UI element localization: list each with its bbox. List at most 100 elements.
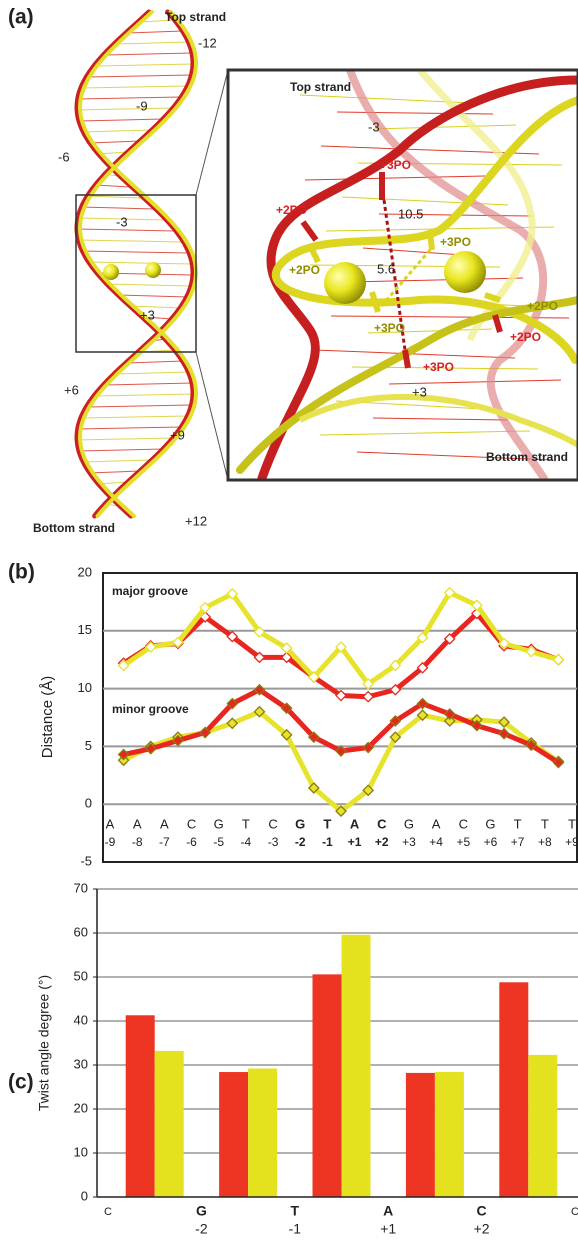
marker [226, 630, 239, 643]
marker [280, 642, 293, 655]
marker [280, 728, 293, 741]
position-label: -3 [116, 214, 128, 229]
base-pair [76, 437, 173, 441]
base-pair [87, 74, 192, 78]
x-tick-label: C [268, 816, 277, 831]
x-tick-label: -4 [241, 835, 252, 849]
marker [199, 726, 212, 739]
marker [416, 709, 429, 722]
marker [389, 683, 402, 696]
base-pair [76, 107, 173, 111]
base-pair [320, 145, 540, 155]
x-tick-label: -8 [132, 835, 143, 849]
x-tick-label: -5 [213, 835, 224, 849]
base-pair [105, 382, 192, 386]
x-tick-label: G [404, 816, 414, 831]
marker [525, 739, 538, 752]
annotation: major groove [112, 584, 188, 598]
base-pair [116, 41, 189, 45]
x-tick-label: +1 [348, 835, 362, 849]
marker [498, 637, 510, 650]
bar [219, 1072, 249, 1197]
x-tick-label: C [104, 1206, 112, 1218]
base-pair [128, 360, 183, 364]
marker [253, 705, 266, 718]
x-tick-label: -7 [159, 835, 170, 849]
base-pair [373, 124, 517, 130]
base-pair [357, 162, 563, 166]
base-pair [78, 448, 164, 452]
x-tick-label: T [568, 816, 576, 831]
y-tick-label: 0 [85, 796, 92, 811]
x-tick-label: -2 [195, 1221, 208, 1237]
marker [253, 651, 266, 664]
x-tick-label: G [295, 816, 305, 831]
x-tick-label: +1 [380, 1221, 396, 1237]
marker [144, 641, 157, 653]
line [122, 590, 560, 687]
position-label: +12 [185, 513, 207, 528]
bar [528, 1054, 558, 1197]
dna-helix [74, 9, 199, 519]
bar [434, 1072, 464, 1197]
ion [103, 264, 119, 280]
marker [226, 587, 239, 600]
y-tick-label: 0 [81, 1188, 88, 1203]
base-pair [304, 175, 486, 181]
marker [470, 719, 483, 732]
base-pair [81, 415, 188, 419]
marker [443, 715, 456, 727]
x-tick-label: T [242, 816, 250, 831]
base-pair [81, 85, 188, 89]
base-pair [88, 470, 140, 474]
position-label: +3 [140, 307, 155, 322]
x-tick-label: C [187, 816, 196, 831]
po-label: +2PO [276, 203, 307, 217]
x-tick-label: +2 [474, 1221, 490, 1237]
marker [362, 690, 375, 703]
y-tick-label: 70 [74, 880, 88, 895]
x-tick-label: A [383, 1203, 393, 1219]
x-tick-label: C [459, 816, 468, 831]
distance-label: 5.6 [377, 261, 395, 276]
base-pair [346, 277, 524, 283]
po-label: +3PO [440, 235, 471, 249]
x-tick-label: +3 [402, 835, 416, 849]
marker [362, 741, 375, 754]
x-tick-label: +6 [484, 835, 498, 849]
marker [307, 782, 320, 794]
base-pair [128, 30, 183, 34]
x-tick-label: G [485, 816, 495, 831]
po-label: +3PO [374, 321, 405, 335]
y-tick-label: 10 [78, 680, 92, 695]
base-pair [130, 305, 182, 309]
panel-label: (a) [8, 6, 34, 29]
base-pair [95, 393, 193, 397]
marker [253, 683, 266, 696]
position-label: +9 [170, 427, 185, 442]
marker [335, 689, 347, 702]
marker [443, 632, 456, 645]
y-axis-label: Twist angle degree (°) [36, 975, 52, 1111]
base-pair [82, 459, 152, 463]
bar [154, 1050, 184, 1197]
x-tick-label: +2 [375, 835, 389, 849]
y-axis-label: Distance (Å) [39, 676, 56, 759]
bar [125, 1015, 155, 1197]
base-pair [356, 451, 554, 461]
x-tick-label: G [214, 816, 224, 831]
marker [389, 731, 402, 744]
x-tick-label: T [323, 816, 331, 831]
marker [443, 708, 456, 720]
x-tick-label: T [291, 1203, 300, 1219]
ion [145, 262, 161, 278]
y-tick-label: 20 [78, 564, 92, 579]
marker [416, 697, 429, 710]
po-label: +2PO [289, 263, 320, 277]
marker [172, 636, 184, 649]
y-tick-label: -5 [80, 853, 92, 868]
strand-label: Top strand [290, 80, 351, 94]
base-pair [78, 217, 165, 221]
zoom-line [195, 69, 229, 196]
marker [117, 659, 130, 672]
